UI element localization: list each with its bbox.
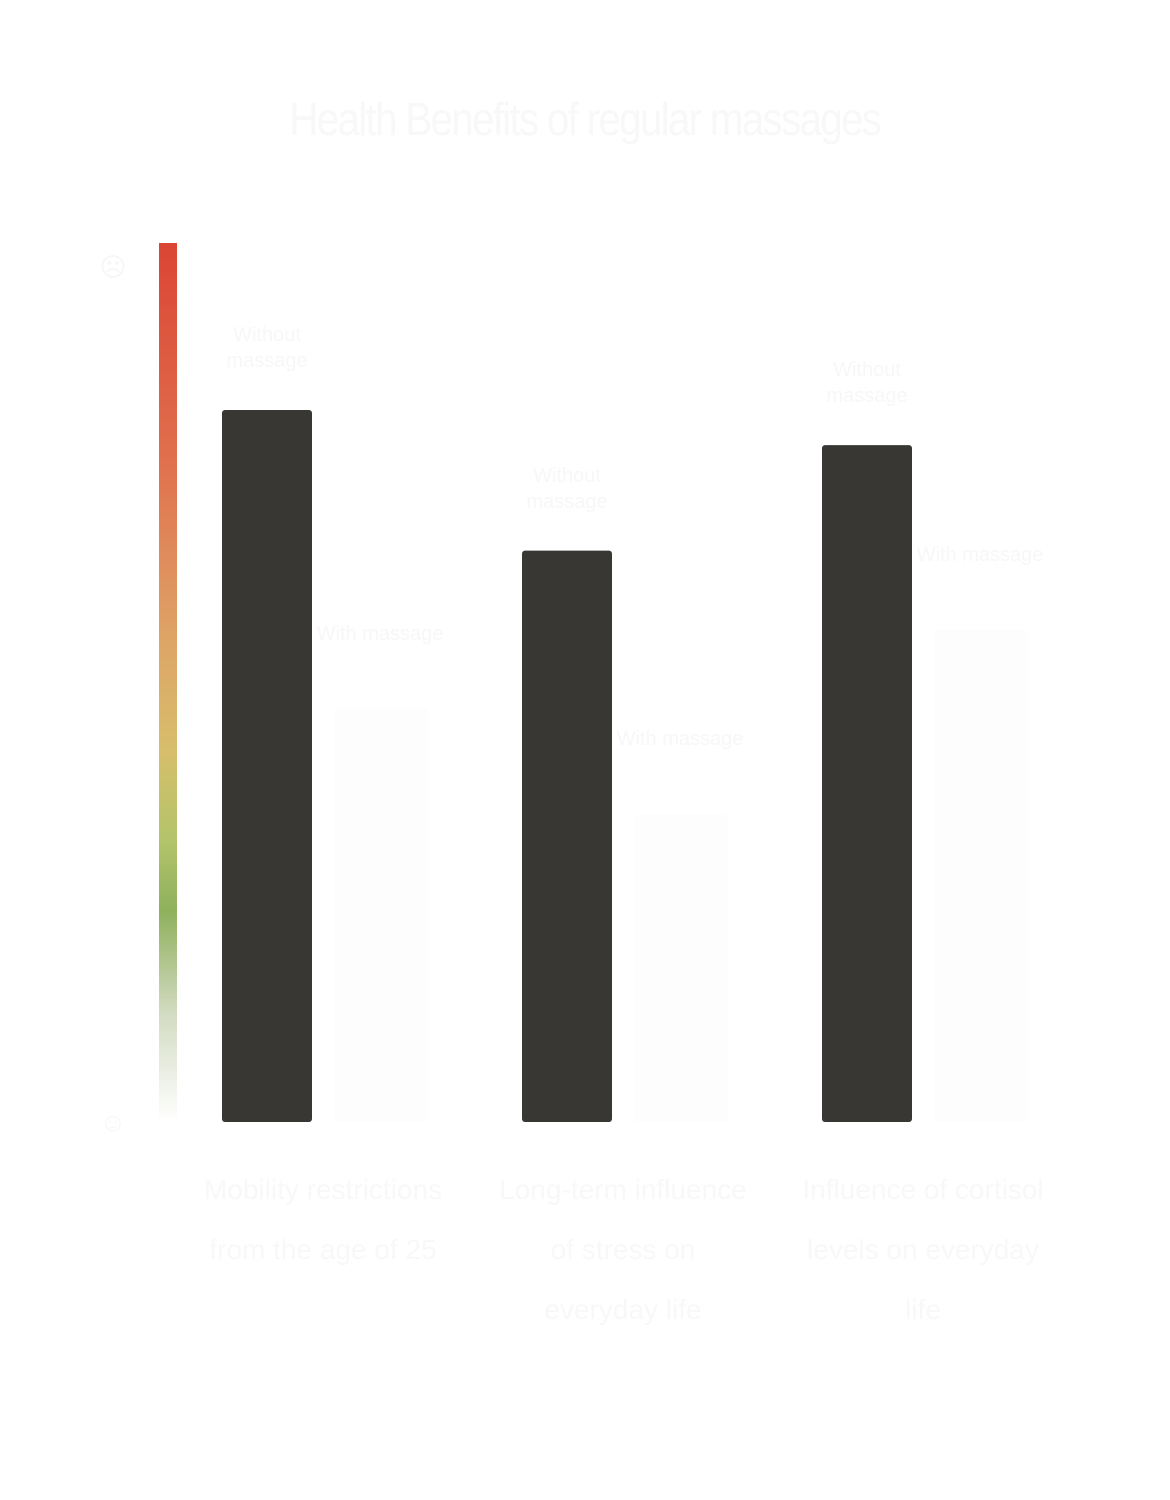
- bar-with-massage-1: [335, 708, 428, 1122]
- bar-series-label: Without massage: [226, 324, 308, 372]
- chart-title-text: Health Benefits of regular massages: [289, 93, 883, 145]
- category-label-3: Influence of cortisol levels on everyday…: [802, 1174, 1044, 1325]
- bar-with-massage-3: [935, 629, 1028, 1122]
- category-label-2: Long-term influence of stress on everyda…: [499, 1174, 747, 1325]
- bar-without-massage-3: [822, 445, 912, 1122]
- chart-title: Health Benefits of regular massages: [0, 92, 1170, 146]
- bar-series-label: Without massage: [526, 464, 608, 513]
- bar-series-label: With massage: [316, 622, 444, 645]
- bar-without-massage-2: [522, 550, 612, 1122]
- category-label-1: Mobility restrictions from the age of 25: [203, 1174, 443, 1265]
- sad-face-icon: ☹: [99, 252, 127, 282]
- bar-without-massage-1: [222, 410, 312, 1122]
- bar-with-massage-2: [635, 814, 728, 1122]
- bar-series-label: With massage: [916, 543, 1044, 566]
- bar-series-label: Without massage: [826, 359, 908, 408]
- happy-face-icon: ☺: [99, 1107, 127, 1137]
- severity-gradient-axis: [159, 243, 177, 1122]
- bar-series-label: With massage: [616, 728, 744, 751]
